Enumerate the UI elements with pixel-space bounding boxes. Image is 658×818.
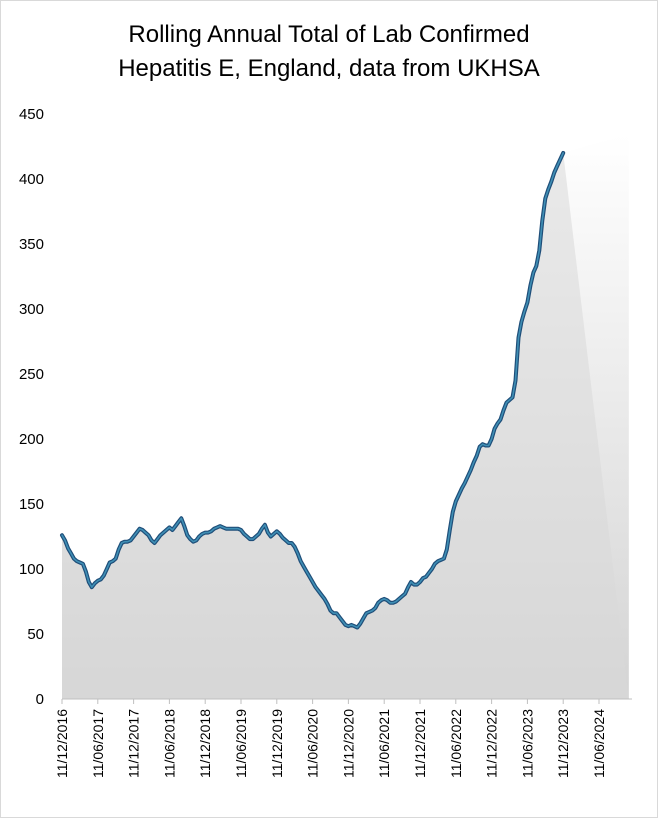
x-tick-label: 11/12/2023: [555, 709, 571, 778]
x-tick-label: 11/12/2016: [54, 709, 70, 778]
x-tick-label: 11/06/2021: [376, 709, 392, 778]
y-tick-label: 200: [19, 431, 44, 448]
y-axis: 0 50 100 150 200 250 300 350 400 450: [19, 106, 44, 708]
area-above-mask: [62, 134, 629, 628]
y-tick-label: 300: [19, 301, 44, 318]
x-tick-label: 11/12/2017: [126, 709, 142, 778]
y-tick-label: 400: [19, 171, 44, 188]
x-axis: 11/12/2016 11/06/2017 11/12/2017 11/06/2018…: [54, 699, 607, 778]
x-tick-label: 11/06/2023: [519, 709, 535, 778]
x-tick-label: 11/06/2022: [448, 709, 464, 778]
chart-title-line-1: Rolling Annual Total of Lab Confirmed: [128, 21, 530, 48]
x-tick-label: 11/12/2020: [340, 709, 356, 778]
y-tick-label: 0: [36, 691, 44, 708]
y-tick-label: 100: [19, 561, 44, 578]
x-tick-label: 11/12/2022: [484, 709, 500, 778]
x-tick-label: 11/06/2018: [161, 709, 177, 778]
area-fill: [62, 153, 629, 699]
x-tick-label: 11/06/2020: [305, 709, 321, 778]
series-line: [61, 152, 565, 629]
x-tick-label: 11/06/2019: [233, 709, 249, 778]
y-tick-label: 450: [19, 106, 44, 123]
y-tick-label: 350: [19, 236, 44, 253]
y-tick-label: 50: [27, 626, 44, 643]
x-tick-label: 11/12/2019: [269, 709, 285, 778]
y-tick-label: 250: [19, 366, 44, 383]
y-tick-label: 150: [19, 496, 44, 513]
x-tick-label: 11/06/2024: [591, 709, 607, 778]
chart-title-line-2: Hepatitis E, England, data from UKHSA: [118, 55, 540, 82]
chart-title: Rolling Annual Total of Lab Confirmed He…: [0, 18, 658, 86]
x-tick-label: 11/06/2017: [90, 709, 106, 778]
x-tick-label: 11/12/2021: [412, 709, 428, 778]
x-tick-label: 11/12/2018: [197, 709, 213, 778]
